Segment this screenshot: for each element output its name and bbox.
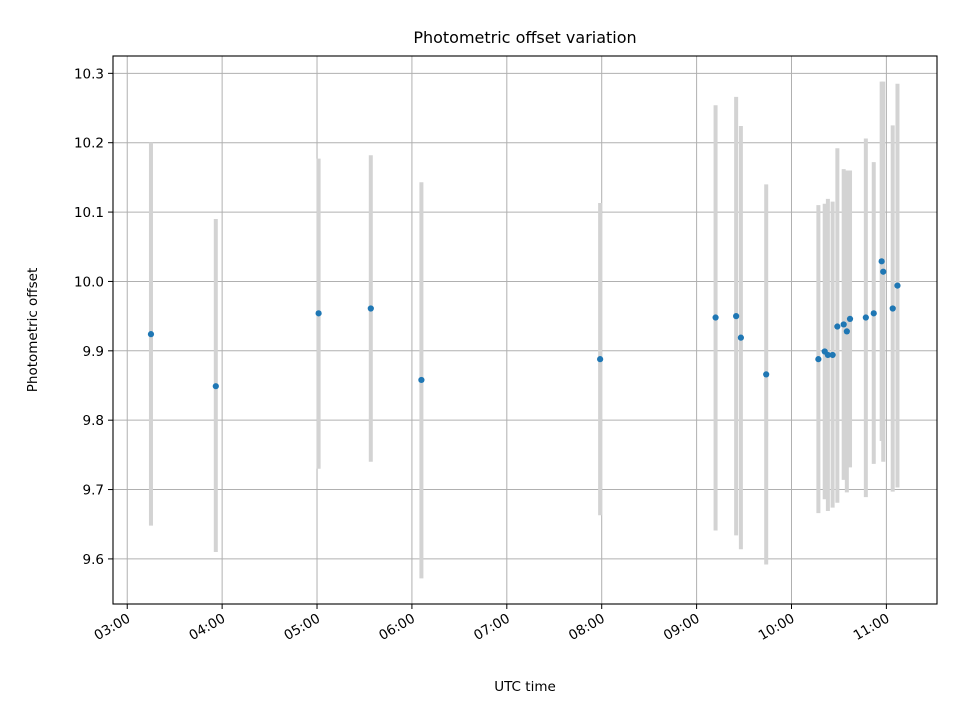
y-tick-label: 10.2 [74,136,104,152]
data-point [712,314,719,321]
y-tick-label: 10.1 [74,205,104,221]
x-axis-label: UTC time [494,679,556,695]
data-point [597,356,604,363]
data-point [889,305,896,312]
y-tick-label: 9.7 [83,483,104,499]
data-point [815,356,822,363]
data-point [763,371,770,378]
data-point [870,310,877,317]
y-tick-label: 10.3 [74,66,104,82]
y-tick-label: 10.0 [74,274,104,290]
y-axis-label: Photometric offset [25,268,41,392]
data-point [829,351,836,359]
data-point [737,334,744,341]
data-point [418,376,425,384]
grid [113,56,937,604]
data-point [147,331,155,338]
data-point [824,351,831,359]
data-point [846,315,854,323]
data-point [894,282,901,289]
data-point [878,258,885,265]
data-point [862,314,869,321]
data-point [834,323,841,330]
data-point [840,321,847,328]
data-point [843,328,850,335]
chart-title: Photometric offset variation [413,28,636,47]
y-tick-label: 9.6 [83,552,104,568]
data-point [733,313,740,320]
data-point [880,268,887,275]
data-point [315,310,322,317]
y-tick-label: 9.8 [83,413,104,429]
plot-frame [112,55,938,605]
data-points [147,258,901,390]
data-point [367,305,374,312]
data-point [212,383,219,390]
y-tick-label: 9.9 [83,344,104,360]
